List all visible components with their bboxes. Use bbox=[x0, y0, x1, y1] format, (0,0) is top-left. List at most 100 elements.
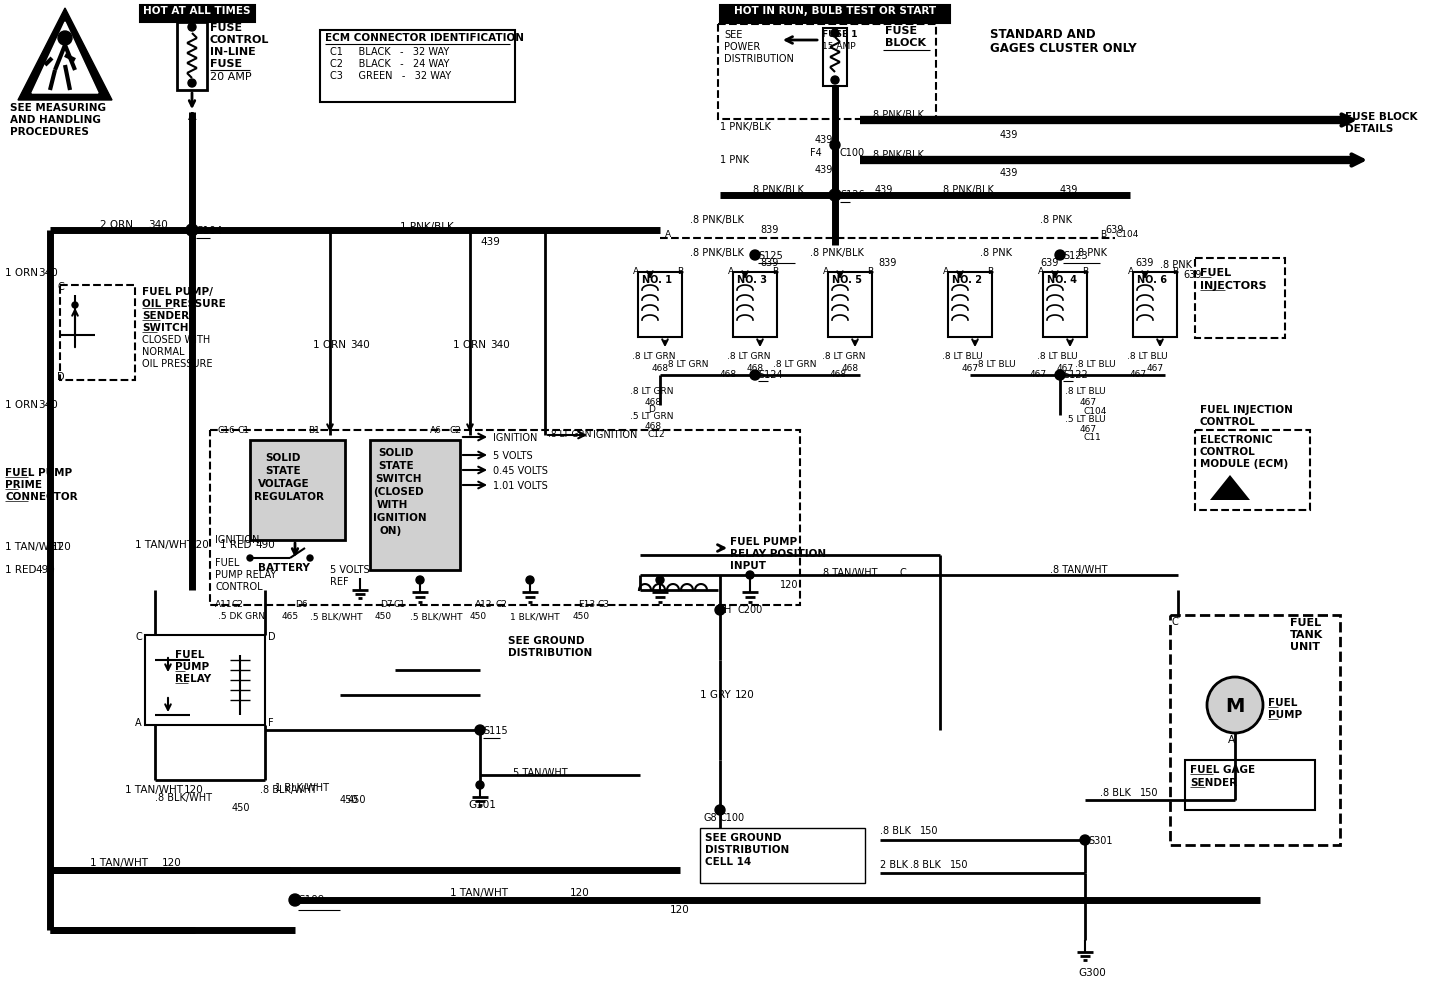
Text: 0.45 VOLTS: 0.45 VOLTS bbox=[492, 466, 547, 476]
Text: FUEL INJECTION: FUEL INJECTION bbox=[1200, 405, 1293, 415]
Text: SWITCH: SWITCH bbox=[143, 323, 189, 333]
Bar bbox=[370, 440, 459, 570]
Text: 467: 467 bbox=[1080, 425, 1097, 434]
Text: C1: C1 bbox=[395, 600, 406, 609]
Text: A: A bbox=[135, 718, 141, 728]
Text: H: H bbox=[724, 605, 732, 615]
Text: C3: C3 bbox=[598, 600, 611, 609]
Text: ON): ON) bbox=[380, 526, 402, 536]
Text: F4: F4 bbox=[809, 148, 822, 158]
Text: 468: 468 bbox=[652, 364, 670, 373]
Circle shape bbox=[657, 576, 664, 584]
Text: BLOCK: BLOCK bbox=[886, 38, 926, 48]
Text: 839: 839 bbox=[760, 225, 779, 235]
Text: B1: B1 bbox=[308, 426, 320, 435]
Text: A: A bbox=[943, 267, 949, 276]
Bar bbox=[1195, 258, 1284, 338]
Text: .8 PNK/BLK: .8 PNK/BLK bbox=[690, 248, 744, 258]
Circle shape bbox=[829, 190, 841, 201]
Text: FUEL: FUEL bbox=[215, 558, 239, 568]
Text: .8 BLK/WHT: .8 BLK/WHT bbox=[156, 793, 212, 803]
Text: .8 BLK: .8 BLK bbox=[880, 826, 912, 836]
Text: .8 PNK: .8 PNK bbox=[1040, 215, 1071, 225]
Text: 639: 639 bbox=[1135, 258, 1153, 268]
Text: FUEL PUMP/: FUEL PUMP/ bbox=[143, 287, 213, 297]
Text: A: A bbox=[1228, 735, 1236, 745]
Text: 468: 468 bbox=[720, 370, 737, 379]
Text: 467: 467 bbox=[1130, 370, 1148, 379]
Text: B: B bbox=[677, 267, 683, 276]
Text: 1 ORN: 1 ORN bbox=[4, 268, 37, 278]
Text: 120: 120 bbox=[670, 905, 690, 915]
Text: 639: 639 bbox=[1184, 270, 1201, 280]
Text: .8 PNK/BLK: .8 PNK/BLK bbox=[750, 185, 804, 195]
Text: S123: S123 bbox=[1063, 251, 1087, 261]
Circle shape bbox=[831, 29, 840, 37]
Text: .8 LT GRN: .8 LT GRN bbox=[822, 352, 865, 361]
Text: FUEL PUMP: FUEL PUMP bbox=[730, 537, 798, 547]
Text: S122: S122 bbox=[1063, 370, 1087, 380]
Text: BATTERY: BATTERY bbox=[258, 563, 310, 573]
Text: 120: 120 bbox=[52, 542, 72, 552]
Text: STATE: STATE bbox=[265, 466, 301, 476]
Bar bbox=[1185, 760, 1315, 810]
Text: .8 LT GRN: .8 LT GRN bbox=[727, 352, 770, 361]
Text: 439: 439 bbox=[480, 237, 500, 247]
Text: 468: 468 bbox=[645, 398, 662, 407]
Text: INPUT: INPUT bbox=[730, 561, 766, 571]
Text: OIL PRESSURE: OIL PRESSURE bbox=[143, 359, 213, 369]
Text: 450: 450 bbox=[340, 795, 359, 805]
Text: REF: REF bbox=[330, 577, 348, 587]
Bar bbox=[140, 5, 255, 22]
Text: D7: D7 bbox=[380, 600, 393, 609]
Bar bbox=[638, 272, 683, 337]
Text: 467: 467 bbox=[1057, 364, 1074, 373]
Text: PUMP: PUMP bbox=[1269, 710, 1302, 720]
Text: 467: 467 bbox=[1030, 370, 1047, 379]
Text: MODULE (ECM): MODULE (ECM) bbox=[1200, 459, 1289, 469]
Text: .8 LT GRN: .8 LT GRN bbox=[549, 430, 592, 439]
Text: .8 TAN/WHT: .8 TAN/WHT bbox=[819, 568, 877, 578]
Text: 120: 120 bbox=[734, 690, 755, 700]
Text: CONTROL: CONTROL bbox=[1200, 447, 1256, 457]
Circle shape bbox=[526, 576, 534, 584]
Circle shape bbox=[1207, 677, 1263, 733]
Polygon shape bbox=[17, 8, 112, 100]
Circle shape bbox=[831, 76, 840, 84]
Text: FUEL: FUEL bbox=[1290, 618, 1320, 628]
Text: DISTRIBUTION: DISTRIBUTION bbox=[706, 845, 789, 855]
Text: .8 LT BLU: .8 LT BLU bbox=[1037, 352, 1077, 361]
Text: WITH: WITH bbox=[377, 500, 409, 510]
Circle shape bbox=[289, 894, 301, 906]
Text: 450: 450 bbox=[573, 612, 590, 621]
Text: 439: 439 bbox=[815, 165, 834, 175]
Text: SENDER/: SENDER/ bbox=[143, 311, 193, 321]
Text: FUEL: FUEL bbox=[1269, 698, 1297, 708]
Text: .8 BLK/WHT: .8 BLK/WHT bbox=[261, 785, 317, 795]
Text: FUEL PUMP: FUEL PUMP bbox=[4, 468, 72, 478]
Text: C16: C16 bbox=[217, 426, 236, 435]
Text: C: C bbox=[900, 568, 907, 578]
Text: DISTRIBUTION: DISTRIBUTION bbox=[508, 648, 592, 658]
Text: E13: E13 bbox=[577, 600, 595, 609]
Text: G101: G101 bbox=[468, 800, 495, 810]
Text: A: A bbox=[189, 112, 197, 122]
Text: SENDER: SENDER bbox=[1189, 778, 1237, 788]
Text: .8 LT BLU: .8 LT BLU bbox=[942, 352, 982, 361]
Text: 1 TAN/WHT: 1 TAN/WHT bbox=[135, 540, 193, 550]
Text: 468: 468 bbox=[747, 364, 765, 373]
Text: 467: 467 bbox=[1080, 398, 1097, 407]
Text: CONNECTOR: CONNECTOR bbox=[4, 492, 78, 502]
Text: RELAY POSITION: RELAY POSITION bbox=[730, 549, 827, 559]
Text: 1.01 VOLTS: 1.01 VOLTS bbox=[492, 481, 547, 491]
Text: F: F bbox=[268, 718, 274, 728]
Text: .8 LT GRN: .8 LT GRN bbox=[631, 387, 674, 396]
Text: D6: D6 bbox=[295, 600, 308, 609]
Text: C100: C100 bbox=[840, 148, 865, 158]
Text: 340: 340 bbox=[37, 400, 58, 410]
Text: D: D bbox=[268, 632, 275, 642]
Text: C1     BLACK   -   32 WAY: C1 BLACK - 32 WAY bbox=[330, 47, 449, 57]
Text: .8 LT GRN: .8 LT GRN bbox=[632, 352, 675, 361]
Text: IGNITION: IGNITION bbox=[492, 433, 537, 443]
Text: CONTROL: CONTROL bbox=[1200, 417, 1256, 427]
